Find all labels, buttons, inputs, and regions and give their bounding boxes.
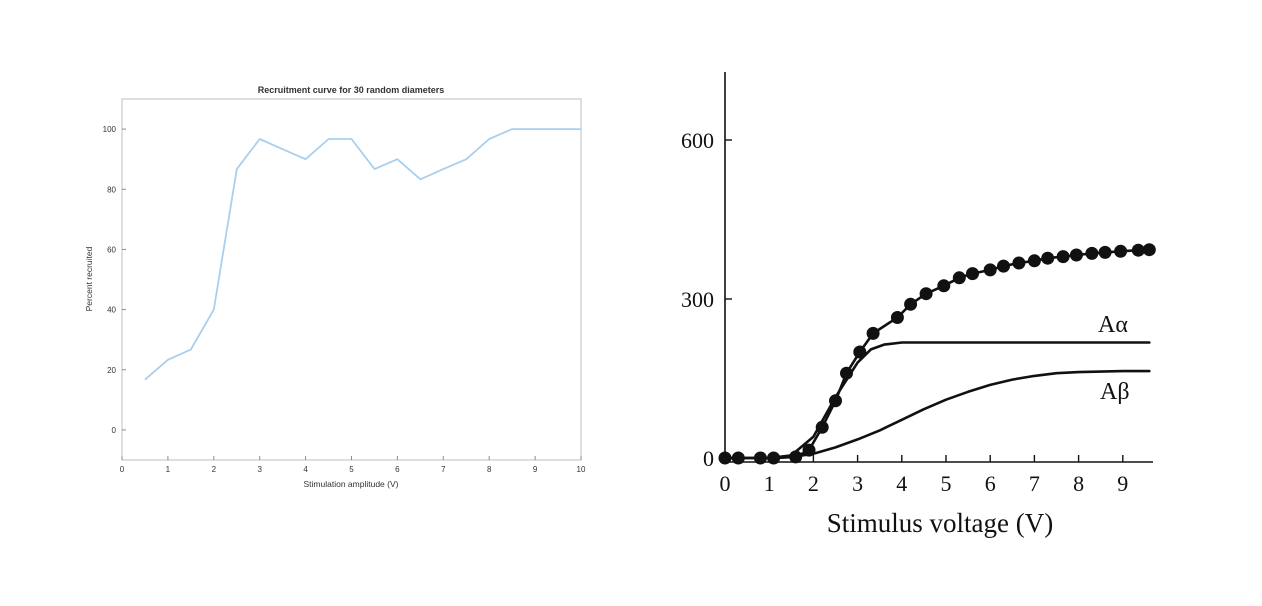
left-y-tick-label: 60 — [107, 245, 116, 254]
total-response-dot — [718, 451, 732, 465]
right-x-tick-label: 9 — [1117, 471, 1128, 496]
left-y-tick-label: 20 — [107, 366, 116, 375]
total-response-dot — [1012, 256, 1026, 270]
left-series-line — [144, 128, 581, 381]
right-x-ticks: 0 1 2 3 4 5 6 7 8 9 — [720, 455, 1128, 496]
right-x-axis-label: Stimulus voltage (V) — [827, 508, 1053, 538]
right-x-tick-label: 5 — [941, 471, 952, 496]
total-response-dot — [802, 443, 816, 457]
left-series-group — [144, 128, 581, 381]
left-chart-title: Recruitment curve for 30 random diameter… — [258, 85, 445, 95]
total-response-dot — [829, 394, 842, 408]
total-response-dot — [789, 450, 803, 464]
left-x-tick-label: 0 — [120, 465, 125, 474]
total-response-dot — [1069, 248, 1083, 262]
total-response-dot — [890, 311, 904, 324]
right-x-tick-label: 4 — [896, 471, 907, 496]
series-label-a-beta: Aβ — [1100, 379, 1130, 405]
left-x-tick-label: 3 — [257, 465, 262, 474]
left-x-ticks: 0 1 2 3 4 5 6 7 8 9 10 — [120, 456, 586, 474]
left-y-axis-label: Percent recruited — [84, 246, 94, 311]
total-response-dot — [753, 451, 767, 465]
right-x-tick-label: 3 — [852, 471, 863, 496]
total-response-dot — [952, 271, 966, 285]
total-response-dot — [1098, 245, 1112, 259]
total-response-dot — [1041, 251, 1055, 265]
left-y-ticks: 0 20 40 60 80 100 — [103, 125, 126, 435]
recruitment-chart: Recruitment curve for 30 random diameter… — [84, 85, 586, 489]
left-y-tick-label: 80 — [107, 185, 116, 194]
series-label-a-alpha: Aα — [1098, 312, 1128, 338]
left-x-tick-label: 4 — [303, 465, 308, 474]
left-y-tick-label: 0 — [112, 426, 117, 435]
total-response-dot — [904, 297, 918, 311]
total-response-dot — [1131, 243, 1145, 257]
total-response-dot — [840, 366, 853, 380]
left-y-tick-label: 40 — [107, 306, 116, 315]
total-response-dot — [767, 451, 781, 465]
total-response-dot — [731, 451, 745, 465]
left-x-tick-label: 5 — [349, 465, 354, 474]
total-response-dot — [866, 326, 880, 340]
right-y-ticks: 0 300 600 — [681, 128, 732, 471]
total-response-dot — [983, 263, 997, 277]
total-response-dot — [1027, 254, 1041, 268]
left-x-tick-label: 10 — [577, 465, 586, 474]
total-response-dot — [1056, 250, 1070, 264]
right-y-tick-label: 0 — [703, 446, 714, 471]
a-alpha-line — [723, 341, 1151, 460]
total-response-dot — [853, 345, 867, 359]
left-x-tick-label: 9 — [533, 465, 538, 474]
left-plot-frame — [121, 98, 582, 461]
total-response-dot — [997, 259, 1010, 273]
total-response-dot — [1142, 243, 1156, 257]
right-series-group — [723, 248, 1151, 460]
right-y-tick-label: 300 — [681, 287, 714, 312]
total-response-dot — [919, 287, 933, 301]
total-fit-line — [723, 248, 1151, 460]
a-beta-line — [723, 369, 1151, 460]
right-x-tick-label: 0 — [720, 471, 731, 496]
total-response-dot — [815, 420, 829, 434]
left-x-tick-label: 6 — [395, 465, 400, 474]
left-x-axis-label: Stimulation amplitude (V) — [304, 479, 399, 489]
total-response-dot — [1085, 246, 1099, 260]
right-dots-group — [718, 243, 1156, 465]
right-x-tick-label: 1 — [764, 471, 775, 496]
right-x-tick-label: 6 — [985, 471, 996, 496]
right-x-tick-label: 2 — [808, 471, 819, 496]
total-response-dot — [937, 279, 951, 293]
stimulus-chart: 0 1 2 3 4 5 6 7 8 9 0 300 600 Aα Aβ Stimulus voltag… — [681, 72, 1156, 538]
right-x-tick-label: 8 — [1073, 471, 1084, 496]
left-x-tick-label: 7 — [441, 465, 446, 474]
left-x-tick-label: 2 — [212, 465, 217, 474]
right-x-tick-label: 7 — [1029, 471, 1040, 496]
right-y-tick-label: 600 — [681, 128, 714, 153]
left-x-tick-label: 1 — [166, 465, 171, 474]
left-y-tick-label: 100 — [103, 125, 117, 134]
total-response-dot — [1114, 244, 1128, 258]
total-response-dot — [966, 267, 979, 281]
left-x-tick-label: 8 — [487, 465, 492, 474]
